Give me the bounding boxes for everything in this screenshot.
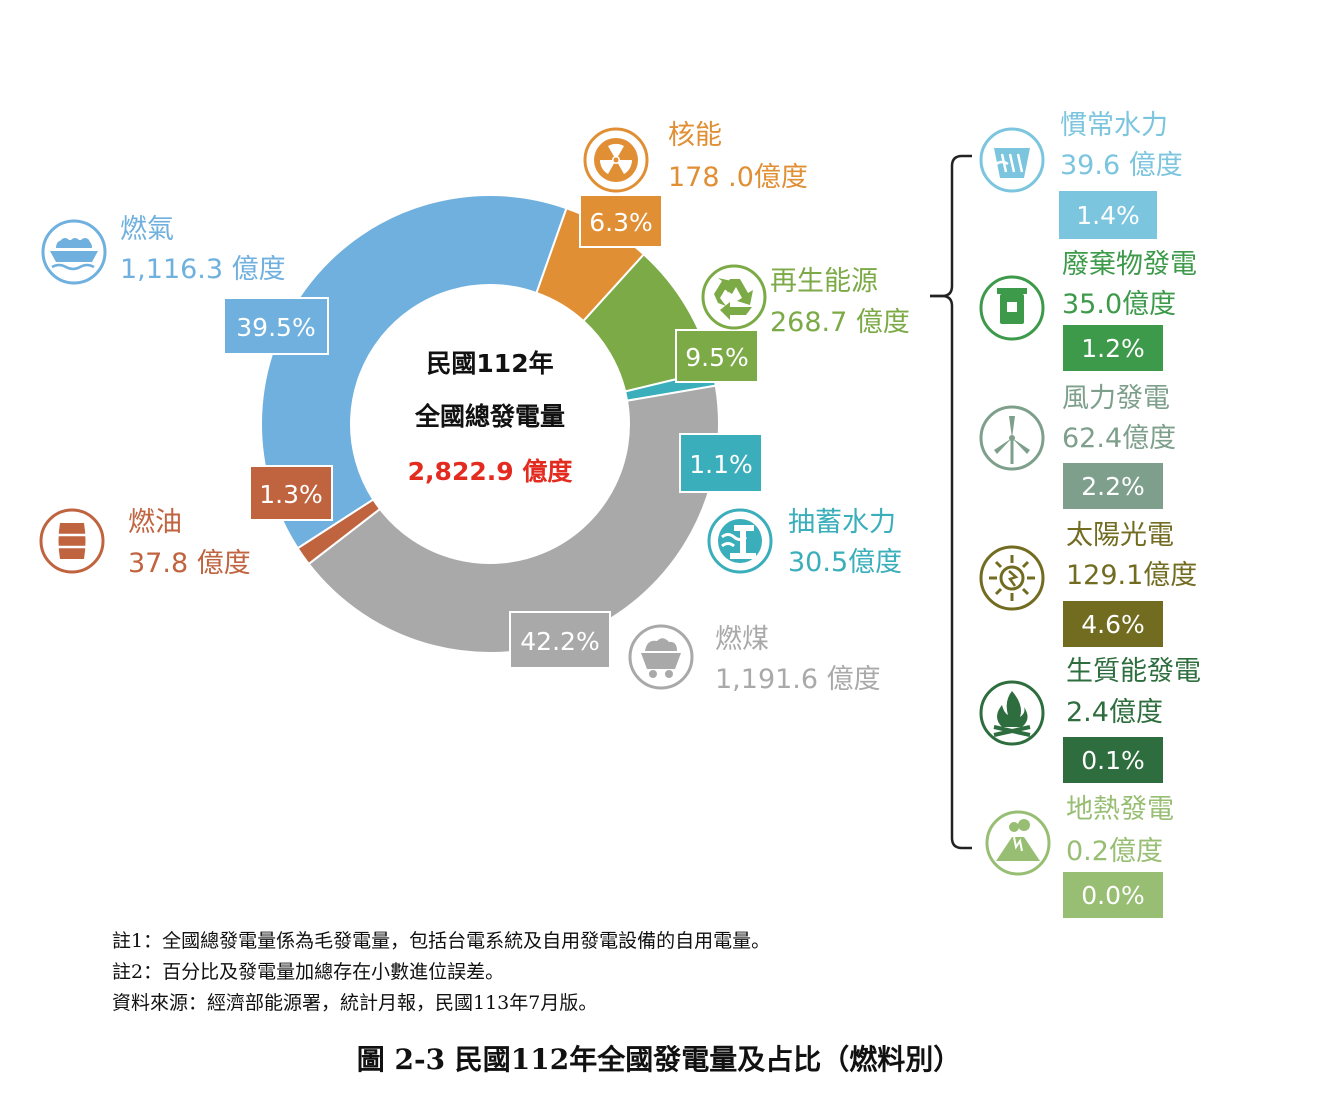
waste-bin-icon: [979, 275, 1045, 341]
breakdown-value-solar: 129.1億度: [1066, 560, 1197, 591]
oil-barrel-icon: [39, 508, 105, 574]
pct-box-nuclear: 6.3%: [579, 194, 663, 248]
value-label-gas: 1,116.3 億度: [120, 254, 286, 285]
breakdown-wind: 風力發電 62.4億度 2.2%: [979, 383, 1176, 509]
category-name-oil: 燃油: [128, 507, 182, 538]
value-label-pumped-hydro: 30.5億度: [788, 547, 902, 578]
breakdown-geothermal: 地熱發電 0.2億度 0.0%: [985, 794, 1174, 918]
label-nuclear: 核能 178 .0億度: [583, 120, 808, 193]
pct-box-gas: 39.5%: [223, 297, 329, 355]
category-name-nuclear: 核能: [668, 120, 722, 151]
category-name-gas: 燃氣: [120, 214, 174, 245]
radiation-icon: [583, 127, 649, 193]
breakdown-value-conv-hydro: 39.6 億度: [1060, 150, 1183, 181]
category-name-renewable: 再生能源: [770, 266, 878, 297]
pct-label-coal: 42.2%: [520, 627, 599, 656]
breakdown-conv-hydro: 慣常水力 39.6 億度 1.4%: [979, 110, 1183, 239]
breakdown-value-geothermal: 0.2億度: [1066, 836, 1163, 867]
breakdown-value-wind: 62.4億度: [1062, 423, 1176, 454]
renewable-bracket: [930, 154, 972, 850]
pct-box-pumped-hydro: 1.1%: [679, 433, 763, 493]
label-renewable: 再生能源 268.7 億度: [701, 264, 910, 338]
breakdown-waste: 廢棄物發電 35.0億度 1.2%: [979, 249, 1197, 371]
value-label-oil: 37.8 億度: [128, 548, 251, 579]
breakdown-name-biomass: 生質能發電: [1066, 656, 1201, 687]
fire-icon: [979, 680, 1045, 746]
wind-turbine-icon: [979, 405, 1045, 471]
label-pumped-hydro: 抽蓄水力 30.5億度: [707, 507, 902, 578]
breakdown-solar: 太陽光電 129.1億度 4.6%: [979, 520, 1197, 647]
breakdown-pct-biomass: 0.1%: [1081, 746, 1145, 775]
breakdown-name-wind: 風力發電: [1062, 383, 1170, 414]
breakdown-name-waste: 廢棄物發電: [1062, 249, 1197, 280]
pct-label-nuclear: 6.3%: [589, 208, 653, 237]
volcano-icon: [985, 810, 1051, 876]
note-source: 資料來源：經濟部能源署，統計月報，民國113年7月版。: [112, 992, 598, 1014]
breakdown-value-biomass: 2.4億度: [1066, 697, 1163, 728]
breakdown-value-waste: 35.0億度: [1062, 289, 1176, 320]
breakdown-name-solar: 太陽光電: [1066, 520, 1174, 551]
pct-label-oil: 1.3%: [259, 480, 323, 509]
category-name-coal: 燃煤: [715, 624, 769, 655]
pct-box-coal: 42.2%: [509, 611, 611, 669]
note-1: 註1：全國總發電量係為毛發電量，包括台電系統及自用發電設備的自用電量。: [112, 930, 771, 952]
breakdown-name-conv-hydro: 慣常水力: [1060, 110, 1168, 141]
value-label-nuclear: 178 .0億度: [668, 162, 808, 193]
hydro-dam-icon: [707, 508, 773, 574]
center-title-line1: 民國112年: [426, 349, 553, 378]
value-label-renewable: 268.7 億度: [770, 307, 910, 338]
breakdown-pct-waste: 1.2%: [1081, 334, 1145, 363]
recycle-icon: [701, 264, 767, 330]
breakdown-pct-geothermal: 0.0%: [1081, 881, 1145, 910]
pct-box-oil: 1.3%: [249, 465, 333, 521]
pct-label-pumped-hydro: 1.1%: [689, 450, 753, 479]
breakdown-pct-conv-hydro: 1.4%: [1076, 201, 1140, 230]
breakdown-name-geothermal: 地熱發電: [1066, 794, 1174, 825]
category-name-pumped-hydro: 抽蓄水力: [788, 507, 896, 538]
sun-icon: [979, 545, 1045, 611]
chart-notes: 註1：全國總發電量係為毛發電量，包括台電系統及自用發電設備的自用電量。 註2：百…: [112, 926, 770, 1019]
value-label-coal: 1,191.6 億度: [715, 664, 881, 695]
pct-label-renewable: 9.5%: [685, 343, 749, 372]
label-gas: 燃氣 1,116.3 億度: [41, 214, 286, 285]
slice-gas: [260, 194, 568, 550]
hydro-dam-icon: [979, 127, 1045, 193]
center-total: 2,822.9 億度: [408, 457, 573, 486]
slice-coal: [307, 384, 720, 654]
pct-box-renewable: 9.5%: [675, 329, 759, 383]
pct-label-gas: 39.5%: [236, 313, 315, 342]
breakdown-biomass: 生質能發電 2.4億度 0.1%: [979, 656, 1201, 783]
breakdown-pct-wind: 2.2%: [1081, 472, 1145, 501]
note-2: 註2：百分比及發電量加總存在小數進位誤差。: [112, 961, 505, 983]
breakdown-pct-solar: 4.6%: [1081, 610, 1145, 639]
label-oil: 燃油 37.8 億度: [39, 507, 251, 579]
label-coal: 燃煤 1,191.6 億度: [628, 624, 881, 695]
gas-tanker-icon: [41, 219, 107, 285]
figure-caption: 圖 2-3 民國112年全國發電量及占比（燃料別）: [356, 1043, 962, 1076]
center-title-line2: 全國總發電量: [414, 402, 565, 431]
coal-cart-icon: [628, 624, 694, 690]
